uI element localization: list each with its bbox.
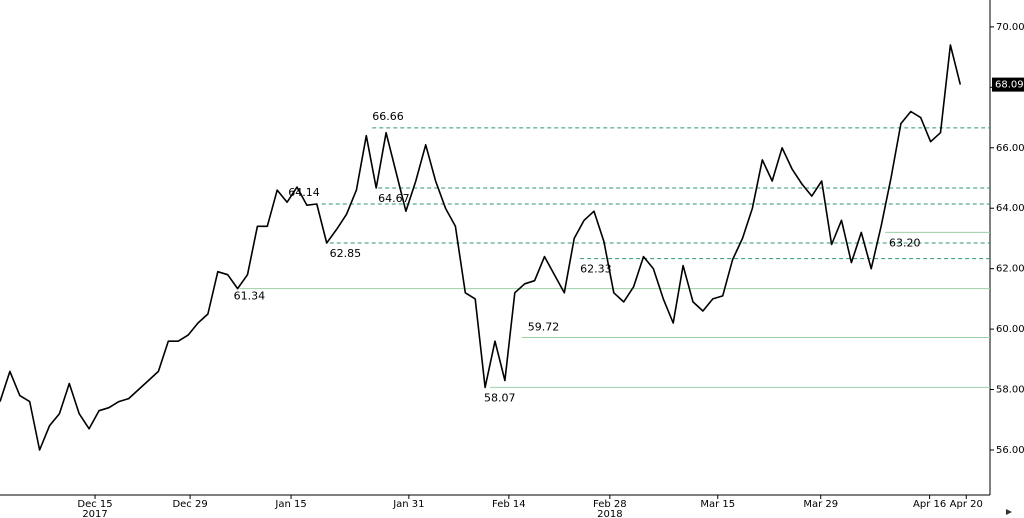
y-tick-label: 60.00 <box>996 324 1024 335</box>
level-label: 64.67 <box>378 192 410 205</box>
level-label: 59.72 <box>528 321 560 334</box>
level-label: 62.33 <box>580 263 612 276</box>
level-label: 61.34 <box>234 290 266 303</box>
y-tick-label: 70.00 <box>996 22 1024 33</box>
year-label: 2018 <box>597 509 622 518</box>
x-tick-label: Feb 28 <box>593 499 627 510</box>
scroll-arrow <box>1006 509 1012 515</box>
y-tick-label: 62.00 <box>996 264 1024 275</box>
level-label: 58.07 <box>484 391 516 404</box>
y-tick-label: 66.00 <box>996 143 1024 154</box>
x-tick-label: Mar 29 <box>803 499 838 510</box>
level-label: 63.20 <box>889 236 921 249</box>
last-price-box <box>992 77 1024 92</box>
level-label: 66.66 <box>372 110 404 123</box>
y-tick-label: 56.00 <box>996 445 1024 456</box>
last-price-label: 68.09 <box>995 80 1024 91</box>
year-label: 2017 <box>82 509 107 518</box>
x-tick-label: Feb 14 <box>492 499 526 510</box>
x-tick-label: Dec 15 <box>77 499 112 510</box>
x-tick-label: Jan 15 <box>274 499 306 510</box>
x-tick-label: Apr 16 <box>913 499 946 510</box>
level-label: 62.85 <box>330 247 362 260</box>
x-tick-label: Apr 20 <box>950 499 983 510</box>
x-tick-label: Mar 15 <box>700 499 735 510</box>
price-line <box>0 44 962 451</box>
y-tick-label: 58.00 <box>996 385 1024 396</box>
x-tick-label: Jan 31 <box>392 499 424 510</box>
y-tick-label: 64.00 <box>996 203 1024 214</box>
x-tick-label: Dec 29 <box>172 499 207 510</box>
